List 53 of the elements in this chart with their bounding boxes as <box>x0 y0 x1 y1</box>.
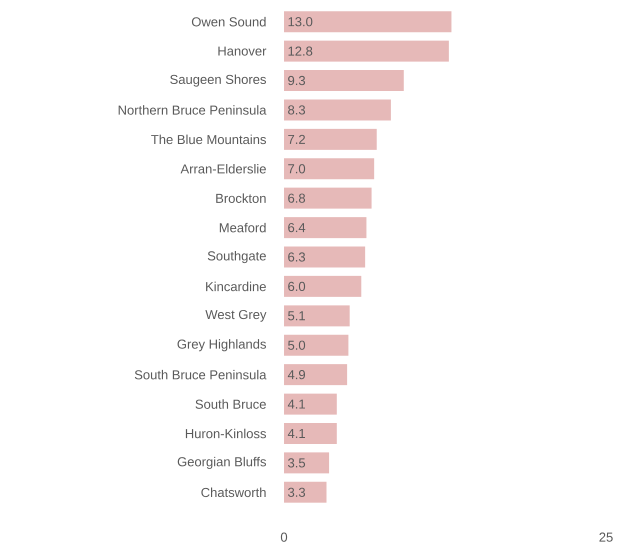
data-label: 4.1 <box>288 429 305 438</box>
data-label: 6.8 <box>288 194 306 203</box>
y-tick-label: Huron-Kinloss <box>186 428 266 438</box>
bar <box>284 422 337 444</box>
y-tick-label: West Grey <box>205 310 266 322</box>
y-tick-label: Southgate <box>208 250 266 264</box>
bar <box>284 70 404 92</box>
bar <box>284 276 362 297</box>
x-tick-label: 25 <box>599 532 613 542</box>
data-label: 5.1 <box>288 311 305 320</box>
data-label: 7.2 <box>288 134 305 144</box>
y-tick-label: Georgian Bluffs <box>178 456 266 469</box>
data-label: 3.5 <box>288 458 306 468</box>
data-label: 3.3 <box>288 488 306 497</box>
bar <box>284 334 348 356</box>
bar <box>284 246 366 268</box>
bar <box>284 158 374 180</box>
y-tick-label: The Blue Mountains <box>151 134 266 144</box>
data-label: 13.0 <box>288 17 312 26</box>
data-label: 5.0 <box>288 340 306 350</box>
y-tick-label: South Bruce Peninsula <box>134 370 266 380</box>
x-tick-label: 0 <box>280 532 288 542</box>
bar <box>284 11 452 32</box>
y-tick-label: Arran-Elderslie <box>180 164 266 174</box>
data-label: 8.3 <box>288 105 306 115</box>
data-label: 4.1 <box>288 400 305 409</box>
y-tick-label: South Bruce <box>196 399 266 409</box>
y-tick-label: Hanover <box>218 46 266 56</box>
bar <box>284 364 348 386</box>
data-label: 12.8 <box>288 46 312 56</box>
y-tick-label: Saugeen Shores <box>170 74 266 87</box>
bar <box>284 188 372 209</box>
y-tick-label: Meaford <box>220 222 266 232</box>
data-label: 7.0 <box>288 164 306 174</box>
bar <box>284 128 377 150</box>
y-tick-label: Kincardine <box>206 282 266 292</box>
bar <box>284 482 327 503</box>
bar <box>284 99 391 120</box>
bar <box>284 217 366 238</box>
data-label: 9.3 <box>288 76 306 86</box>
data-label: 6.4 <box>288 222 306 232</box>
data-label: 6.0 <box>288 282 306 292</box>
bar <box>284 40 449 62</box>
y-tick-label: Brockton <box>216 193 266 203</box>
data-label: 4.9 <box>288 370 305 380</box>
y-tick-label: Northern Bruce Peninsula <box>118 105 266 115</box>
y-tick-label: Grey Highlands <box>178 339 266 352</box>
bar <box>284 394 337 415</box>
bar <box>284 452 330 474</box>
y-tick-label: Owen Sound <box>192 16 266 26</box>
y-tick-label: Chatsworth <box>201 488 266 498</box>
bar <box>284 305 350 326</box>
data-label: 6.3 <box>288 252 306 262</box>
